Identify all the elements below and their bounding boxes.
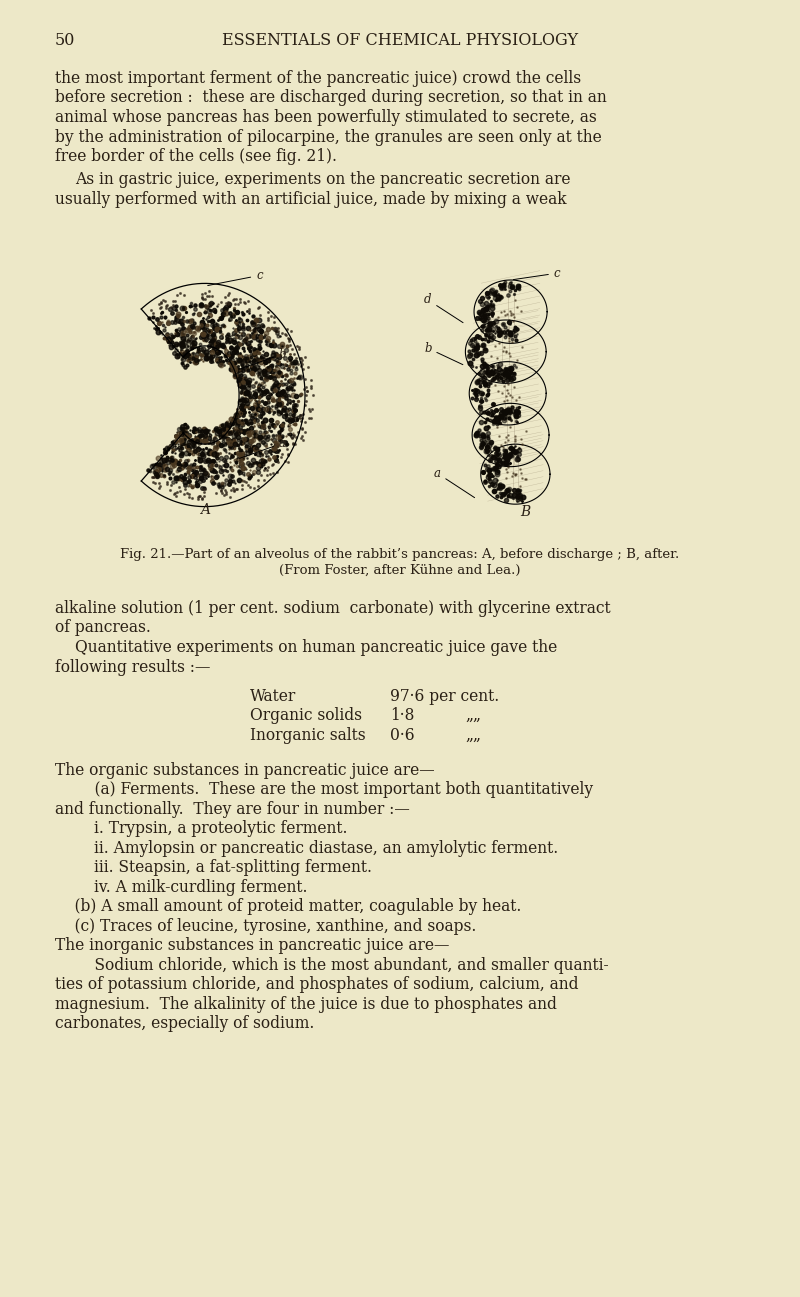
- Text: the most important ferment of the pancreatic juice) crowd the cells: the most important ferment of the pancre…: [55, 70, 581, 87]
- Text: alkaline solution (1 per cent. sodium  carbonate) with glycerine extract: alkaline solution (1 per cent. sodium ca…: [55, 601, 610, 617]
- Text: 0·6: 0·6: [390, 726, 414, 743]
- Text: iv. A milk-curdling ferment.: iv. A milk-curdling ferment.: [55, 879, 307, 896]
- Text: b: b: [424, 341, 463, 364]
- Text: of pancreas.: of pancreas.: [55, 620, 151, 637]
- Text: free border of the cells (see fig. 21).: free border of the cells (see fig. 21).: [55, 148, 337, 165]
- Text: ii. Amylopsin or pancreatic diastase, an amylolytic ferment.: ii. Amylopsin or pancreatic diastase, an…: [55, 840, 558, 857]
- Text: b: b: [239, 348, 286, 370]
- Text: 50: 50: [55, 32, 75, 49]
- Text: „„: „„: [465, 707, 481, 724]
- Text: Quantitative experiments on human pancreatic juice gave the: Quantitative experiments on human pancre…: [75, 639, 558, 656]
- Text: ESSENTIALS OF CHEMICAL PHYSIOLOGY: ESSENTIALS OF CHEMICAL PHYSIOLOGY: [222, 32, 578, 49]
- Text: by the administration of pilocarpine, the granules are seen only at the: by the administration of pilocarpine, th…: [55, 128, 602, 145]
- Text: (a) Ferments.  These are the most important both quantitatively: (a) Ferments. These are the most importa…: [75, 781, 593, 799]
- Text: 97·6 per cent.: 97·6 per cent.: [390, 687, 499, 704]
- Text: a: a: [434, 467, 474, 498]
- Text: 1·8: 1·8: [390, 707, 414, 724]
- Text: iii. Steapsin, a fat-splitting ferment.: iii. Steapsin, a fat-splitting ferment.: [55, 860, 372, 877]
- Text: As in gastric juice, experiments on the pancreatic secretion are: As in gastric juice, experiments on the …: [75, 171, 570, 188]
- Text: a: a: [239, 437, 286, 458]
- Text: c: c: [208, 268, 262, 285]
- Text: (b) A small amount of proteid matter, coagulable by heat.: (b) A small amount of proteid matter, co…: [55, 899, 522, 916]
- Text: B: B: [520, 505, 530, 519]
- Text: and functionally.  They are four in number :—: and functionally. They are four in numbe…: [55, 800, 410, 818]
- Text: following results :—: following results :—: [55, 659, 210, 676]
- Text: A: A: [200, 503, 210, 516]
- Text: Water: Water: [250, 687, 296, 704]
- Text: „„: „„: [465, 726, 481, 743]
- Text: c: c: [514, 267, 561, 280]
- Text: before secretion :  these are discharged during secretion, so that in an: before secretion : these are discharged …: [55, 89, 606, 106]
- Text: Inorganic salts: Inorganic salts: [250, 726, 366, 743]
- Text: Sodium chloride, which is the most abundant, and smaller quanti-: Sodium chloride, which is the most abund…: [75, 957, 609, 974]
- Text: d: d: [424, 293, 463, 323]
- Text: usually performed with an artificial juice, made by mixing a weak: usually performed with an artificial jui…: [55, 191, 566, 208]
- Text: Organic solids: Organic solids: [250, 707, 362, 724]
- Text: carbonates, especially of sodium.: carbonates, especially of sodium.: [55, 1016, 314, 1032]
- Text: (From Foster, after Kühne and Lea.): (From Foster, after Kühne and Lea.): [279, 564, 521, 577]
- Text: The organic substances in pancreatic juice are—: The organic substances in pancreatic jui…: [55, 761, 434, 779]
- Text: The inorganic substances in pancreatic juice are—: The inorganic substances in pancreatic j…: [55, 938, 450, 955]
- Text: animal whose pancreas has been powerfully stimulated to secrete, as: animal whose pancreas has been powerfull…: [55, 109, 597, 126]
- Text: (c) Traces of leucine, tyrosine, xanthine, and soaps.: (c) Traces of leucine, tyrosine, xanthin…: [55, 918, 476, 935]
- Text: i. Trypsin, a proteolytic ferment.: i. Trypsin, a proteolytic ferment.: [55, 820, 347, 838]
- Text: Fig. 21.—Part of an alveolus of the rabbit’s pancreas: A, before discharge ; B, : Fig. 21.—Part of an alveolus of the rabb…: [120, 549, 680, 562]
- Text: magnesium.  The alkalinity of the juice is due to phosphates and: magnesium. The alkalinity of the juice i…: [55, 996, 557, 1013]
- Text: ties of potassium chloride, and phosphates of sodium, calcium, and: ties of potassium chloride, and phosphat…: [55, 977, 578, 994]
